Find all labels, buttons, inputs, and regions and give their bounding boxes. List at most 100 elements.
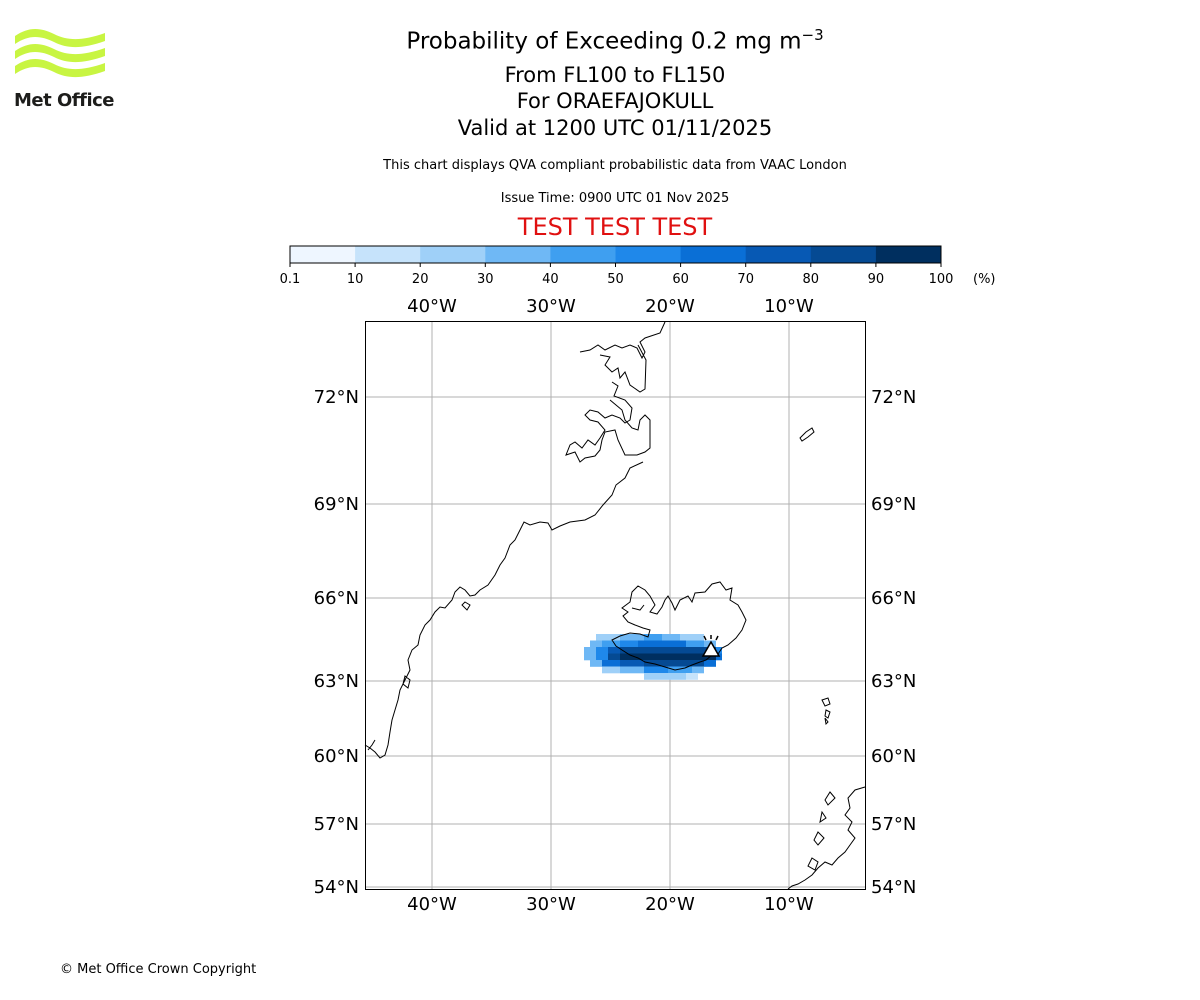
- plume-cell-50-60: [716, 647, 722, 654]
- lat-labels-right: 72°N 69°N 66°N 63°N 60°N 57°N 54°N: [871, 387, 916, 898]
- colorbar-swatch: [615, 246, 682, 263]
- issue-time: Issue Time: 0900 UTC 01 Nov 2025: [500, 191, 730, 206]
- graticule: [366, 322, 865, 889]
- colorbar-swatch: [290, 246, 356, 263]
- uk-coastline: [787, 786, 866, 890]
- test-banner: TEST TEST TEST: [517, 213, 713, 241]
- plume-cell-60-70: [716, 653, 722, 661]
- flight-level-range: From FL100 to FL150: [504, 63, 726, 87]
- plume-cell-40-50: [644, 634, 662, 641]
- colorbar-swatch: [680, 246, 747, 263]
- plume-cell-80-90: [620, 647, 668, 654]
- plume-cell-60-70: [602, 660, 620, 667]
- lon-labels-bottom: 40°W 30°W 20°W 10°W: [407, 894, 814, 915]
- plume-cell-30-40: [584, 653, 596, 661]
- lon-label: 30°W: [526, 296, 576, 317]
- plume-cell-50-60: [644, 666, 668, 674]
- lat-label: 57°N: [314, 814, 359, 835]
- plume-cell-20-30: [602, 666, 620, 674]
- colorbar-swatch: [485, 246, 551, 263]
- plume-cell-70-80: [608, 647, 620, 654]
- ash-plume: [584, 634, 722, 680]
- colorbar-tick-label: 90: [868, 272, 885, 287]
- plume-cell-90-100: [620, 653, 668, 661]
- lat-label: 60°N: [871, 746, 916, 767]
- colorbar-swatch: [355, 246, 421, 263]
- volcano-name: For ORAEFAJOKULL: [516, 89, 714, 113]
- lat-label: 66°N: [871, 588, 916, 609]
- plume-cell-40-50: [686, 640, 704, 648]
- lon-label: 20°W: [645, 296, 695, 317]
- greenland-coastline: [364, 321, 666, 759]
- met-office-logo: [14, 28, 109, 90]
- colorbar-tick-label: 0.1: [280, 272, 301, 287]
- lon-label: 10°W: [764, 894, 814, 915]
- plume-cell-30-40: [590, 640, 602, 648]
- colorbar-tick-label: 70: [737, 272, 754, 287]
- lat-label: 54°N: [871, 877, 916, 898]
- plume-cell-30-40: [620, 634, 644, 641]
- plume-cell-30-40: [662, 634, 680, 641]
- plume-cell-10-20: [686, 673, 698, 680]
- plume-cell-20-30: [662, 673, 686, 680]
- colorbar-swatch: [745, 246, 812, 263]
- colorbar-tick-label: 30: [477, 272, 494, 287]
- plume-cell-50-60: [596, 647, 608, 654]
- plume-cell-60-70: [704, 660, 716, 667]
- colorbar-swatch: [875, 246, 942, 263]
- lat-label: 72°N: [871, 387, 916, 408]
- colorbar-swatch: [420, 246, 486, 263]
- plume-cell-30-40: [590, 660, 602, 667]
- plume-cell-80-90: [674, 660, 704, 667]
- lat-label: 63°N: [871, 671, 916, 692]
- plume-cell-20-30: [680, 634, 704, 641]
- copyright-notice: © Met Office Crown Copyright: [60, 962, 257, 977]
- plume-cell-40-50: [602, 640, 620, 648]
- lon-labels-top: 40°W 30°W 20°W 10°W: [407, 296, 814, 317]
- plume-cell-40-50: [668, 666, 692, 674]
- jan-mayen: [799, 427, 815, 442]
- lon-label: 20°W: [645, 894, 695, 915]
- lat-label: 60°N: [314, 746, 359, 767]
- colorbar-unit: (%): [973, 272, 996, 287]
- lon-label: 10°W: [764, 296, 814, 317]
- lon-label: 30°W: [526, 894, 576, 915]
- chart-description: This chart displays QVA compliant probab…: [383, 158, 847, 173]
- plume-cell-80-90: [608, 653, 620, 661]
- plume-cell-90-100: [668, 653, 704, 661]
- colorbar: 0.1 10 20 30 40 50 60 70 80 90 100: [280, 245, 953, 287]
- lat-labels-left: 72°N 69°N 66°N 63°N 60°N 57°N 54°N: [314, 387, 359, 898]
- iceland-coastline: [611, 581, 747, 671]
- met-office-wordmark: Met Office: [14, 90, 115, 111]
- lon-label: 40°W: [407, 296, 457, 317]
- lat-label: 72°N: [314, 387, 359, 408]
- colorbar-tick-label: 20: [412, 272, 429, 287]
- faroe-islands: [821, 697, 831, 726]
- lat-label: 54°N: [314, 877, 359, 898]
- valid-time: Valid at 1200 UTC 01/11/2025: [457, 116, 773, 140]
- lat-label: 69°N: [871, 494, 916, 515]
- chart-title: Probability of Exceeding 0.2 mg m−3: [406, 26, 824, 55]
- plume-cell-80-90: [668, 647, 704, 654]
- plume-cell-60-70: [638, 640, 662, 648]
- lat-label: 66°N: [314, 588, 359, 609]
- plume-cell-50-60: [596, 653, 608, 661]
- lat-label: 57°N: [871, 814, 916, 835]
- colorbar-swatch: [550, 246, 616, 263]
- volcano-icon: [701, 635, 721, 657]
- lat-label: 63°N: [314, 671, 359, 692]
- plume-cell-60-70: [662, 640, 686, 648]
- plume-cell-70-80: [620, 660, 644, 667]
- plume-cell-30-40: [692, 666, 704, 674]
- plume-cell-80-90: [644, 660, 674, 667]
- colorbar-tick-label: 50: [607, 272, 624, 287]
- plume-cell-30-40: [620, 666, 644, 674]
- plume-cell-30-40: [584, 647, 596, 654]
- colorbar-tick-label: 80: [803, 272, 820, 287]
- plume-cell-20-30: [644, 673, 662, 680]
- plume-cell-20-30: [596, 634, 620, 641]
- colorbar-swatch: [810, 246, 877, 263]
- colorbar-tick-label: 10: [347, 272, 364, 287]
- lat-label: 69°N: [314, 494, 359, 515]
